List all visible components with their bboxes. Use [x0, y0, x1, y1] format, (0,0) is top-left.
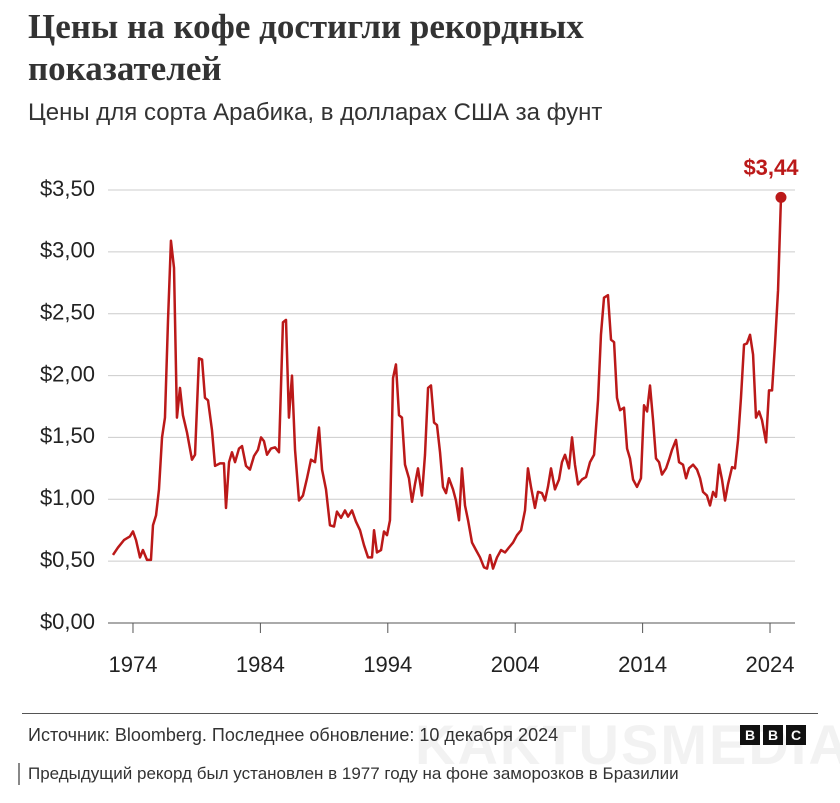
caption-bar	[18, 763, 20, 785]
logo-letter: B	[763, 725, 783, 745]
logo-letter: C	[786, 725, 806, 745]
y-tick-label: $3,00	[40, 238, 95, 263]
y-tick-label: $2,00	[40, 361, 95, 386]
x-tick-label: 1994	[363, 652, 412, 677]
logo-letter: B	[740, 725, 760, 745]
logo: B B C	[740, 725, 806, 745]
y-tick-label: $2,50	[40, 300, 95, 325]
x-tick-label: 1984	[236, 652, 285, 677]
price-line	[111, 197, 783, 570]
x-tick-label: 2014	[618, 652, 667, 677]
value-label: $3,44	[743, 155, 799, 180]
x-tick-label: 2004	[491, 652, 540, 677]
source-note: Источник: Bloomberg. Последнее обновлени…	[28, 725, 559, 745]
chart-title: Цены на кофе достигли рекордных показате…	[28, 7, 584, 88]
watermark: KAKTUSMEDIA	[415, 713, 840, 776]
y-tick-label: $3,50	[40, 176, 95, 201]
y-tick-label: $0,50	[40, 547, 95, 572]
y-tick-label: $1,50	[40, 423, 95, 448]
end-point	[775, 191, 787, 203]
caption: Предыдущий рекорд был установлен в 1977 …	[28, 764, 679, 783]
chart-subtitle: Цены для сорта Арабика, в долларах США з…	[28, 99, 603, 126]
x-tick-label: 1974	[109, 652, 158, 677]
x-tick-label: 2024	[746, 652, 795, 677]
chart: $0,00 $0,50 $1,00 $1,50 $2,00 $2,50 $3,00 $3,50…	[40, 155, 799, 677]
y-tick-label: $0,00	[40, 609, 95, 634]
y-tick-label: $1,00	[40, 485, 95, 510]
divider	[22, 713, 818, 714]
